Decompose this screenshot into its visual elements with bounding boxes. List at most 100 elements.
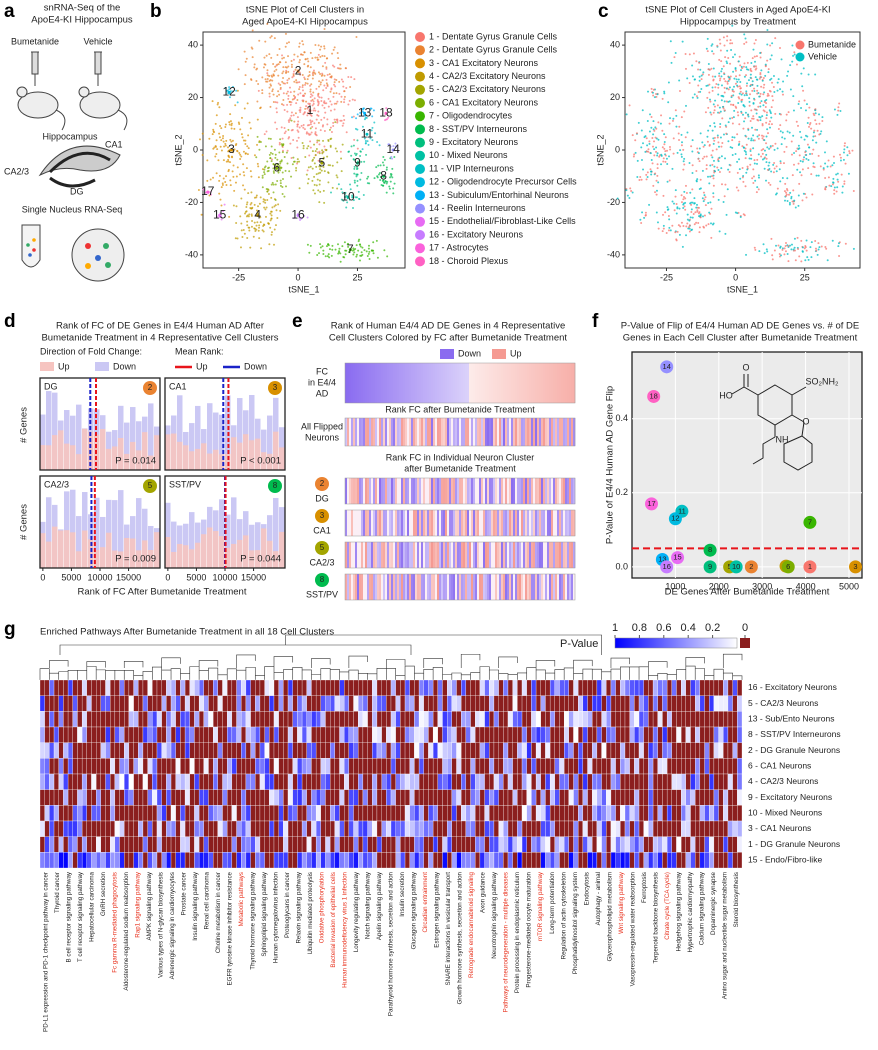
stripe [527, 478, 530, 504]
cell-dot [251, 219, 254, 222]
cell-dot [249, 127, 252, 130]
cell-dot [218, 106, 221, 109]
cell-dot [278, 164, 281, 167]
y-axis-label: tSNE_2 [173, 134, 183, 165]
cell-dot [741, 167, 744, 170]
cell-dot [668, 155, 671, 158]
cell-dot [699, 132, 702, 135]
heatmap-cell [610, 758, 616, 775]
heatmap-cell [638, 679, 644, 696]
stripe [531, 418, 534, 446]
heatmap-cell [535, 789, 541, 806]
cell-dot [290, 157, 293, 160]
stripe [519, 418, 522, 446]
heatmap-cell [727, 726, 733, 743]
stripe [387, 510, 390, 536]
stripe [493, 363, 496, 403]
stripe [529, 363, 532, 403]
cell-dot [303, 51, 306, 54]
heatmap-cell [526, 695, 532, 712]
heatmap-cell [685, 805, 691, 822]
hist-bar-down [213, 412, 219, 470]
stripe [363, 510, 366, 536]
cell-dot [306, 82, 309, 85]
heatmap-cell [531, 742, 537, 759]
heatmap-cell [709, 789, 715, 806]
heatmap-cell [292, 820, 298, 837]
cell-dot [764, 63, 767, 66]
hist-bar-up [213, 531, 219, 568]
cell-dot [261, 76, 264, 79]
cell-dot [661, 97, 664, 100]
cell-dot [266, 188, 269, 191]
stripe [445, 478, 448, 504]
treatment-label: Vehicle [83, 36, 112, 46]
hist-bar-up [219, 454, 225, 470]
cell-dot [246, 102, 249, 105]
cell-dot [222, 210, 225, 213]
heatmap-cell [325, 679, 331, 696]
cell-dot [692, 52, 695, 55]
point-label: 18 [650, 391, 658, 400]
hist-bar-up [267, 540, 273, 568]
point [744, 560, 758, 574]
heatmap-cell [578, 742, 584, 759]
cell-dot [295, 139, 298, 142]
heatmap-cell [559, 805, 565, 822]
heatmap-cell [297, 695, 303, 712]
cell-dot [212, 128, 215, 131]
cell-dot [336, 121, 339, 124]
stripe [431, 418, 434, 446]
cell-dot [344, 67, 347, 70]
cell-dot [288, 170, 291, 173]
stripe [495, 510, 498, 536]
heatmap-cell [344, 773, 350, 790]
hist-bar-up [195, 542, 201, 568]
stripe [347, 510, 350, 536]
stripe [467, 542, 470, 568]
cell-dot [792, 109, 795, 112]
cell-dot [276, 101, 279, 104]
cell-dot [233, 189, 236, 192]
legend-label: 8 - SST/PV Interneurons [429, 124, 528, 134]
cell-dot [301, 89, 304, 92]
heatmap-cell [517, 679, 523, 696]
heatmap-cell [695, 695, 701, 712]
cell-dot [299, 218, 302, 221]
cell-dot [276, 63, 279, 66]
heatmap-cell [269, 711, 275, 728]
heatmap-cell [381, 805, 387, 822]
legend-title: Mean Rank: [175, 346, 224, 356]
cell-dot [313, 97, 316, 100]
cell-dot [773, 167, 776, 170]
cell-dot [798, 255, 801, 258]
stripe [429, 574, 432, 600]
stripe [499, 363, 502, 403]
heatmap-cell [447, 789, 452, 806]
hist-bar-down [165, 502, 171, 568]
cell-dot [361, 246, 364, 249]
heatmap-cell [53, 742, 59, 759]
cell-dot [743, 75, 746, 78]
cell-dot [708, 182, 711, 185]
cell-dot [333, 65, 336, 68]
heatmap-cell [283, 711, 289, 728]
heatmap-cell [339, 711, 345, 728]
heatmap-cell [437, 758, 443, 775]
stripe [491, 574, 494, 600]
cell-dot [360, 171, 363, 174]
stripe [391, 574, 394, 600]
cell-dot [777, 244, 780, 247]
cell-dot [341, 245, 344, 248]
heatmap-cell [737, 758, 743, 775]
stripe [549, 510, 552, 536]
stripe [347, 363, 350, 403]
cell-dot [667, 215, 670, 218]
cell-dot [270, 145, 273, 148]
stripe [509, 478, 512, 504]
cell-dot [757, 137, 760, 140]
cell-dot [342, 199, 345, 202]
heatmap-cell [638, 805, 644, 822]
heatmap-cell [245, 789, 251, 806]
